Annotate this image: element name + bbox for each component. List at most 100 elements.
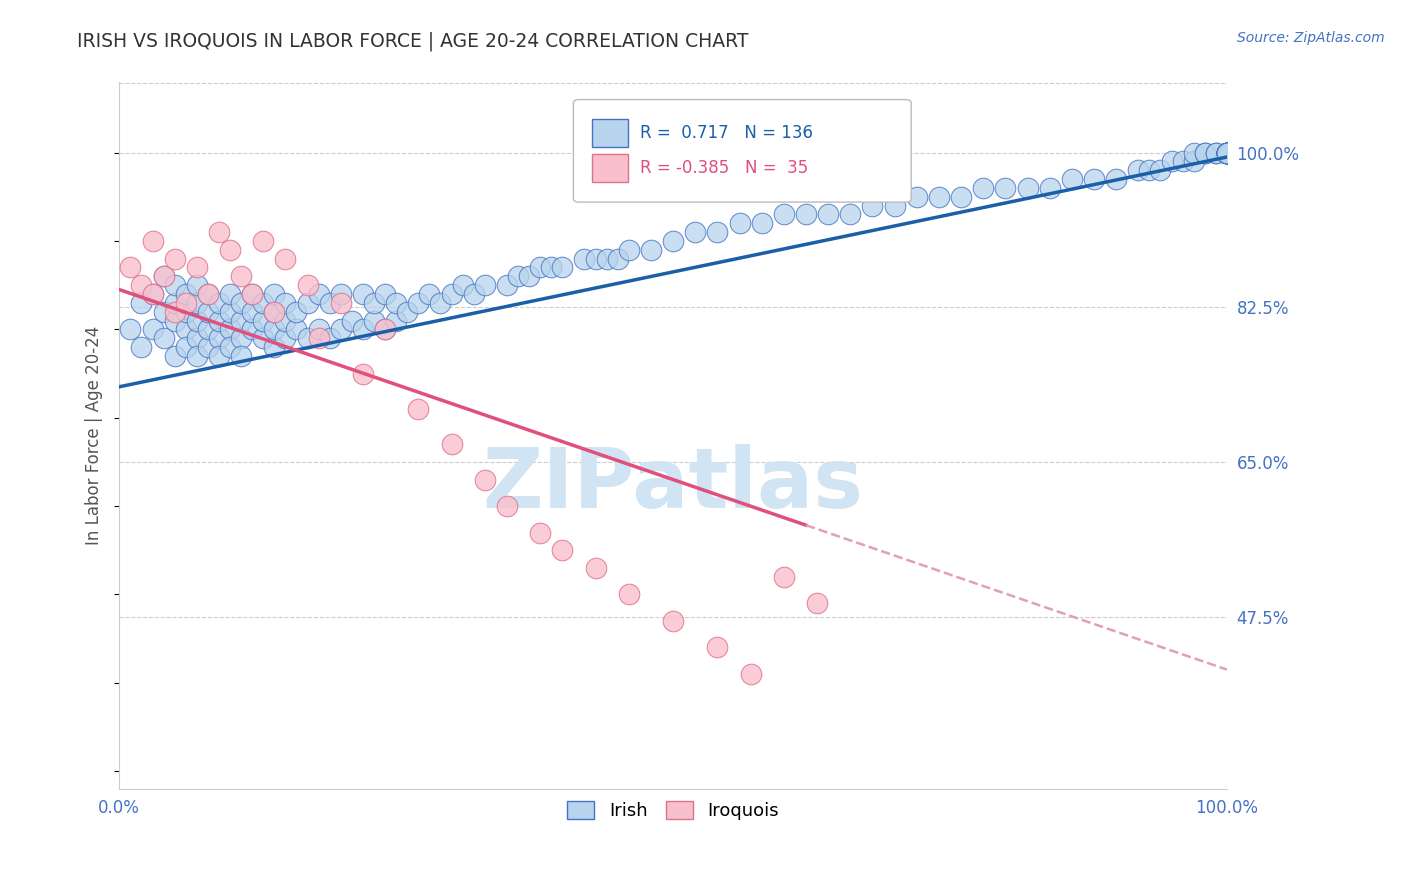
Point <box>219 304 242 318</box>
Point <box>440 287 463 301</box>
Point <box>862 199 884 213</box>
Point <box>440 437 463 451</box>
Point <box>274 313 297 327</box>
Point <box>186 296 208 310</box>
Point <box>606 252 628 266</box>
Point <box>252 296 274 310</box>
Point <box>131 296 153 310</box>
Point <box>1105 172 1128 186</box>
Point <box>163 349 186 363</box>
Point <box>1216 145 1239 160</box>
Point <box>174 340 197 354</box>
Point <box>1149 163 1171 178</box>
Point <box>274 296 297 310</box>
Point <box>363 296 385 310</box>
Point <box>186 331 208 345</box>
Point <box>120 260 142 275</box>
Point <box>163 313 186 327</box>
Point <box>529 525 551 540</box>
Point <box>928 190 950 204</box>
Point <box>772 207 794 221</box>
Bar <box>592 119 627 147</box>
Point <box>208 349 231 363</box>
Point <box>408 401 430 416</box>
Point <box>740 667 762 681</box>
Point <box>174 322 197 336</box>
Point <box>551 543 574 558</box>
Point <box>263 304 285 318</box>
Point <box>197 287 219 301</box>
Point <box>1216 145 1239 160</box>
Point <box>1216 145 1239 160</box>
Point <box>1128 163 1150 178</box>
Point <box>329 287 352 301</box>
Point <box>229 269 252 284</box>
Point <box>163 252 186 266</box>
Point <box>617 587 640 601</box>
Point <box>240 304 263 318</box>
Point <box>585 561 607 575</box>
Point <box>329 322 352 336</box>
Point <box>141 234 163 248</box>
Point <box>374 322 396 336</box>
Point <box>1216 145 1239 160</box>
Point <box>817 207 839 221</box>
Point <box>1216 145 1239 160</box>
Point <box>163 296 186 310</box>
Point <box>728 216 751 230</box>
Point <box>186 260 208 275</box>
Point <box>506 269 529 284</box>
Point <box>1137 163 1160 178</box>
Point <box>972 181 994 195</box>
Point <box>683 225 706 239</box>
Point <box>141 287 163 301</box>
Point <box>197 304 219 318</box>
Point <box>883 199 905 213</box>
Point <box>197 322 219 336</box>
Point <box>640 243 662 257</box>
Point <box>1216 145 1239 160</box>
Point <box>297 278 319 293</box>
Point <box>285 322 308 336</box>
Point <box>474 278 496 293</box>
Text: IRISH VS IROQUOIS IN LABOR FORCE | AGE 20-24 CORRELATION CHART: IRISH VS IROQUOIS IN LABOR FORCE | AGE 2… <box>77 31 749 51</box>
Point <box>252 313 274 327</box>
Point <box>374 322 396 336</box>
Point <box>1216 145 1239 160</box>
Point <box>463 287 485 301</box>
Point <box>186 278 208 293</box>
Point <box>340 313 363 327</box>
Point <box>131 278 153 293</box>
Point <box>1216 145 1239 160</box>
Point <box>1216 145 1239 160</box>
Point <box>1182 145 1205 160</box>
Point <box>252 331 274 345</box>
Point <box>263 340 285 354</box>
Point <box>408 296 430 310</box>
Point <box>1216 145 1239 160</box>
Point <box>229 296 252 310</box>
Point <box>1216 145 1239 160</box>
Point <box>229 313 252 327</box>
Point <box>152 269 174 284</box>
Point <box>240 287 263 301</box>
Point <box>496 278 519 293</box>
Text: R =  0.717   N = 136: R = 0.717 N = 136 <box>640 124 813 142</box>
Point <box>585 252 607 266</box>
Point <box>163 304 186 318</box>
FancyBboxPatch shape <box>574 100 911 202</box>
Point <box>1017 181 1039 195</box>
Point <box>772 570 794 584</box>
Point <box>240 287 263 301</box>
Point <box>208 225 231 239</box>
Point <box>1205 145 1227 160</box>
Point <box>1216 145 1239 160</box>
Point <box>496 499 519 513</box>
Text: R = -0.385   N =  35: R = -0.385 N = 35 <box>640 159 808 178</box>
Point <box>474 473 496 487</box>
Point <box>141 322 163 336</box>
Point <box>229 349 252 363</box>
Point <box>152 304 174 318</box>
Point <box>429 296 451 310</box>
Point <box>751 216 773 230</box>
